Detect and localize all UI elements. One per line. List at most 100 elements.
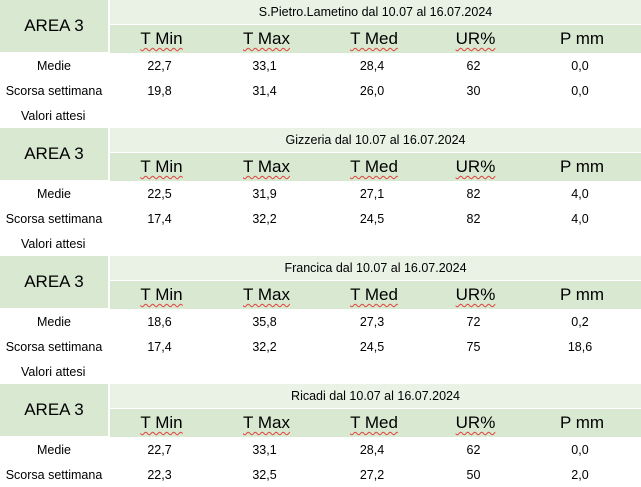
cell-value: 33,1 bbox=[252, 58, 277, 73]
column-header: T Med bbox=[320, 409, 428, 437]
column-header: UR% bbox=[428, 281, 523, 309]
cell-value: 82 bbox=[466, 211, 481, 226]
station-title: Francica dal 10.07 al 16.07.2024 bbox=[110, 256, 641, 281]
cell-value: 22,7 bbox=[147, 58, 172, 73]
column-header-label: T Max bbox=[243, 29, 290, 48]
column-header: T Med bbox=[320, 153, 428, 181]
expected-row: Valori attesi bbox=[0, 231, 641, 256]
cell-value: 4,0 bbox=[571, 211, 589, 226]
column-header-label: UR% bbox=[455, 413, 496, 432]
cell-value: 32,2 bbox=[252, 339, 277, 354]
row-label: Scorsa settimana bbox=[5, 339, 103, 354]
column-header: T Max bbox=[213, 281, 320, 309]
column-header: P mm bbox=[523, 281, 641, 309]
column-headers: T Min T Max T Med UR% P mm bbox=[110, 281, 641, 309]
station-title: Gizzeria dal 10.07 al 16.07.2024 bbox=[110, 128, 641, 153]
cell-value: 31,4 bbox=[252, 83, 277, 98]
expected-label: Valori attesi bbox=[21, 364, 86, 379]
column-header: T Min bbox=[110, 281, 213, 309]
column-header-label: T Max bbox=[243, 413, 290, 432]
station-block: AREA 3 S.Pietro.Lametino dal 10.07 al 16.… bbox=[0, 0, 641, 128]
station-title: S.Pietro.Lametino dal 10.07 al 16.07.202… bbox=[110, 0, 641, 25]
column-header-label: T Med bbox=[350, 157, 398, 176]
column-header-label: T Max bbox=[243, 157, 290, 176]
column-header-label: T Min bbox=[140, 413, 183, 432]
cell-value: 82 bbox=[466, 186, 481, 201]
station-block: AREA 3 Francica dal 10.07 al 16.07.2024 T … bbox=[0, 256, 641, 384]
cell-value: 31,9 bbox=[252, 186, 277, 201]
column-header: T Med bbox=[320, 25, 428, 53]
cell-value: 30 bbox=[466, 83, 481, 98]
expected-row: Valori attesi bbox=[0, 359, 641, 384]
column-header: T Min bbox=[110, 25, 213, 53]
cell-value: 27,3 bbox=[359, 314, 385, 329]
cell-value: 75 bbox=[466, 339, 481, 354]
cell-value: 19,8 bbox=[147, 83, 172, 98]
column-header-label: P mm bbox=[559, 285, 605, 304]
column-header-label: T Med bbox=[350, 29, 398, 48]
cell-value: 28,4 bbox=[359, 58, 385, 73]
column-header-label: T Min bbox=[140, 285, 183, 304]
column-header: P mm bbox=[523, 409, 641, 437]
column-header: UR% bbox=[428, 153, 523, 181]
cell-value: 0,0 bbox=[571, 83, 589, 98]
expected-label: Valori attesi bbox=[21, 108, 86, 123]
row-label: Medie bbox=[36, 442, 72, 457]
area-label: AREA 3 bbox=[0, 128, 108, 181]
row-label: Medie bbox=[36, 186, 72, 201]
cell-value: 17,4 bbox=[147, 211, 172, 226]
cell-value: 26,0 bbox=[359, 83, 385, 98]
row-label: Scorsa settimana bbox=[5, 467, 103, 482]
cell-value: 0,0 bbox=[571, 58, 589, 73]
station-title: Ricadi dal 10.07 al 16.07.2024 bbox=[110, 384, 641, 409]
column-header-label: T Med bbox=[350, 285, 398, 304]
row-label: Medie bbox=[36, 314, 72, 329]
cell-value: 2,0 bbox=[571, 467, 589, 482]
column-header: T Max bbox=[213, 153, 320, 181]
column-headers: T Min T Max T Med UR% P mm bbox=[110, 25, 641, 53]
column-header-label: T Min bbox=[140, 157, 183, 176]
table-row: Scorsa settimana 19,8 31,4 26,0 30 0,0 bbox=[0, 78, 641, 103]
column-header-label: P mm bbox=[559, 29, 605, 48]
row-label: Medie bbox=[36, 58, 72, 73]
block-header: AREA 3 Gizzeria dal 10.07 al 16.07.2024 T … bbox=[0, 128, 641, 181]
table-row: Medie 22,5 31,9 27,1 82 4,0 bbox=[0, 181, 641, 206]
column-header: P mm bbox=[523, 153, 641, 181]
cell-value: 18,6 bbox=[567, 339, 593, 354]
column-header-label: T Med bbox=[350, 413, 398, 432]
cell-value: 32,2 bbox=[252, 211, 277, 226]
row-label: Scorsa settimana bbox=[5, 211, 103, 226]
row-label: Scorsa settimana bbox=[5, 83, 103, 98]
cell-value: 27,2 bbox=[359, 467, 385, 482]
cell-value: 17,4 bbox=[147, 339, 172, 354]
column-header-label: UR% bbox=[455, 29, 496, 48]
cell-value: 18,6 bbox=[147, 314, 172, 329]
cell-value: 32,5 bbox=[252, 467, 277, 482]
block-header: AREA 3 Ricadi dal 10.07 al 16.07.2024 T Mi… bbox=[0, 384, 641, 437]
block-header: AREA 3 Francica dal 10.07 al 16.07.2024 T … bbox=[0, 256, 641, 309]
cell-value: 4,0 bbox=[571, 186, 589, 201]
table-row: Scorsa settimana 22,3 32,5 27,2 50 2,0 bbox=[0, 462, 641, 487]
area-label: AREA 3 bbox=[0, 256, 108, 309]
cell-value: 62 bbox=[466, 58, 481, 73]
block-header: AREA 3 S.Pietro.Lametino dal 10.07 al 16.… bbox=[0, 0, 641, 53]
cell-value: 0,2 bbox=[571, 314, 589, 329]
cell-value: 22,7 bbox=[147, 442, 172, 457]
column-header-label: T Max bbox=[243, 285, 290, 304]
area-label: AREA 3 bbox=[0, 384, 108, 437]
cell-value: 24,5 bbox=[359, 211, 385, 226]
column-header-label: UR% bbox=[455, 285, 496, 304]
column-header-label: P mm bbox=[559, 413, 605, 432]
cell-value: 24,5 bbox=[359, 339, 385, 354]
cell-value: 0,0 bbox=[571, 442, 589, 457]
table-row: Medie 22,7 33,1 28,4 62 0,0 bbox=[0, 437, 641, 462]
cell-value: 22,5 bbox=[147, 186, 172, 201]
table-row: Medie 22,7 33,1 28,4 62 0,0 bbox=[0, 53, 641, 78]
cell-value: 33,1 bbox=[252, 442, 277, 457]
column-header-label: T Min bbox=[140, 29, 183, 48]
cell-value: 62 bbox=[466, 442, 481, 457]
cell-value: 28,4 bbox=[359, 442, 385, 457]
column-header: T Med bbox=[320, 281, 428, 309]
table-row: Scorsa settimana 17,4 32,2 24,5 75 18,6 bbox=[0, 334, 641, 359]
